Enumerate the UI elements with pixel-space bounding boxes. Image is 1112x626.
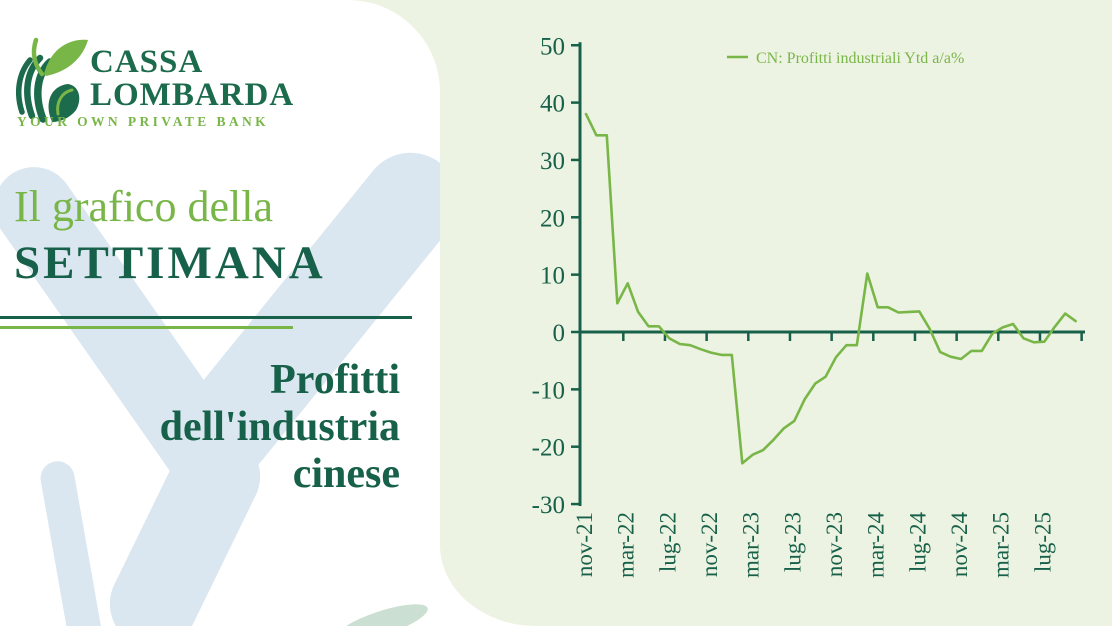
profit-line [584,112,1077,465]
brand-tagline: YOUR OWN PRIVATE BANK [17,114,270,129]
y-tick-label: -20 [532,435,565,462]
y-tick-label: -30 [532,492,565,519]
chart-axes: 50 40 30 20 10 0 -10 -20 -30 nov-21 mar-22 lug-22 no… [532,33,1085,578]
subtitle-line2: dell'industria [159,404,400,450]
title-block: Il grafico della SETTIMANA [14,182,326,289]
subtitle-line3: cinese [292,451,400,497]
chart-legend: CN: Profitti industriali Ytd a/a% [727,50,964,67]
y-tick-label: 20 [540,205,565,232]
page-title: SETTIMANA [14,237,326,289]
divider-dark [0,316,412,319]
y-tick-label: 10 [540,263,565,290]
brand-logo: CASSA LOMBARDA YOUR OWN PRIVATE BANK [16,34,326,134]
legend-label: CN: Profitti industriali Ytd a/a% [756,50,964,67]
y-tick-label: -10 [532,377,565,404]
brand-name-line1: CASSA [90,44,204,80]
x-tick-label: mar-22 [614,512,639,578]
subtitle-line1: Profitti [270,357,400,403]
y-tick-label: 30 [540,148,565,175]
x-tick-label: mar-24 [864,512,889,578]
brand-name: CASSA LOMBARDA [90,46,294,112]
y-tick-label: 0 [553,320,566,347]
x-tick-label: mar-25 [989,512,1014,578]
y-tick-label: 50 [540,33,565,60]
divider-light [0,326,293,329]
watermark-stroke-left-arm [0,167,247,493]
x-tick-label: lug-23 [780,512,805,572]
watermark-stroke-thin [40,461,104,626]
chart-subject-title: Profitti dell'industria cinese [0,357,400,498]
x-tick-label: lug-22 [655,512,680,572]
y-tick-label: 40 [540,91,565,118]
green-panel [348,0,1112,626]
x-tick-label: nov-22 [697,512,722,577]
watermark-stroke-right-arm [177,152,459,478]
chart-series [584,112,1077,465]
x-tick-label: mar-23 [739,512,764,578]
x-tick-label: nov-21 [572,512,597,577]
x-tick-label: nov-24 [947,512,972,578]
title-kicker: Il grafico della [14,182,273,231]
brand-logo-icon [16,37,88,123]
brand-name-line2: LOMBARDA [90,77,295,113]
watermark-green-accent [336,604,428,626]
watermark-stroke-stem [109,432,261,626]
x-tick-label: lug-24 [905,512,930,573]
x-tick-label: lug-25 [1030,512,1055,572]
x-tick-label: nov-23 [822,512,847,577]
